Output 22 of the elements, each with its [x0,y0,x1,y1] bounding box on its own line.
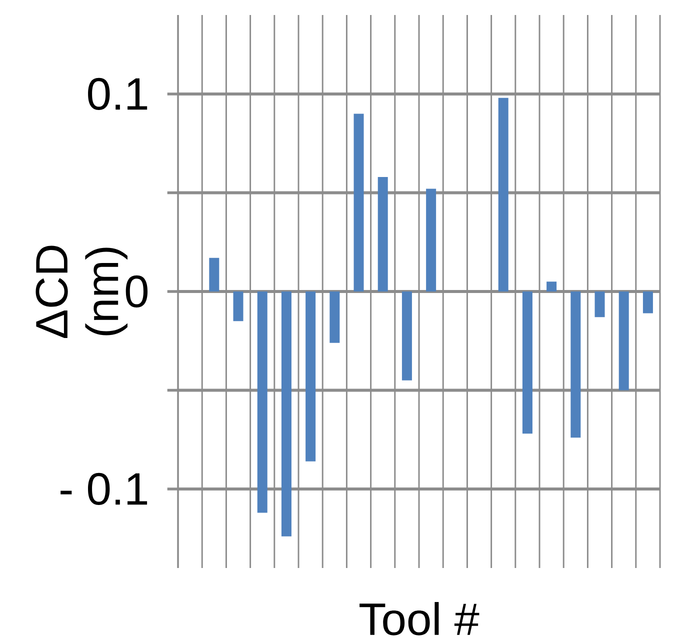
bar [594,291,605,318]
bar [281,291,292,536]
bar [330,291,340,343]
bar [354,114,364,292]
bar [233,291,244,322]
bar [498,98,508,292]
bar [257,291,268,513]
y-tick-label: 0 [126,275,148,308]
y-tick-label: 0.1 [88,78,148,110]
bar [426,188,436,292]
x-axis-title: Tool # [360,602,480,636]
bar [642,291,653,314]
bar [618,291,629,390]
y-axis-title: ΔCD (nm) [36,246,128,338]
bar [209,258,220,292]
bar [378,176,388,292]
bar [306,291,316,462]
bar [570,291,581,438]
bar [546,282,557,292]
bar [402,291,412,380]
y-tick-label: - 0.1 [60,472,148,506]
bar [522,291,532,434]
